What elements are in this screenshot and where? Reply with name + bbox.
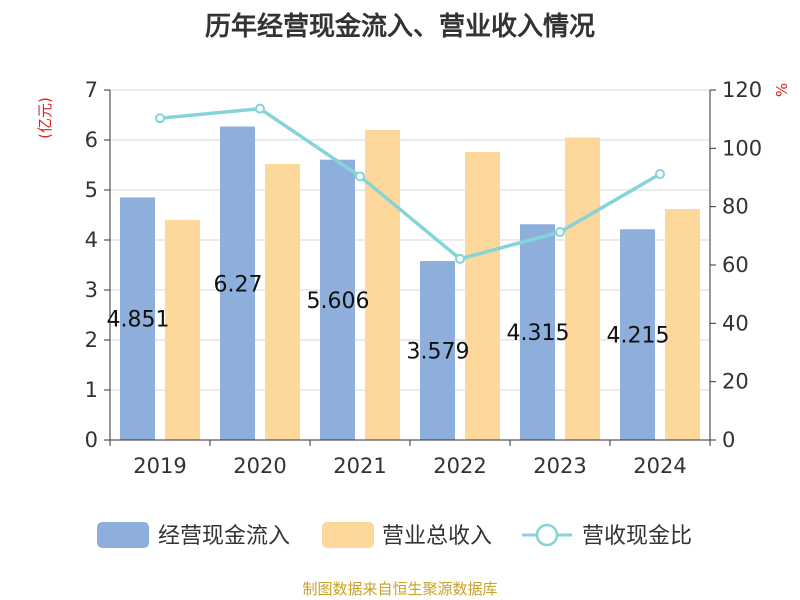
axes: 0 1 2 3 4 5 6 7 0 20 40 60 80 100 120 (亿元)% 2019 2020 2021… xyxy=(36,78,791,478)
bar-cash-inflow xyxy=(520,224,555,440)
data-label-cash-inflow: 4.315 xyxy=(507,321,570,346)
bars xyxy=(120,126,700,440)
x-tick-label: 2022 xyxy=(433,454,486,478)
bar-cash-inflow xyxy=(120,197,155,440)
ratio-point xyxy=(255,103,265,114)
y-right-unit: % xyxy=(773,83,791,97)
x-tick-label: 2020 xyxy=(233,454,286,478)
data-label-cash-inflow: 4.851 xyxy=(107,308,170,333)
bar-cash-inflow xyxy=(320,159,355,440)
bar-cash-inflow xyxy=(220,126,255,440)
bar-revenue xyxy=(265,164,300,440)
y-left-tick-label: 4 xyxy=(85,228,98,252)
data-label-cash-inflow: 5.606 xyxy=(307,289,370,314)
y-right-tick-label: 80 xyxy=(722,195,749,219)
x-tick-label: 2023 xyxy=(533,454,586,478)
bar-revenue xyxy=(465,152,500,440)
ratio-point xyxy=(555,227,565,238)
ratio-line xyxy=(155,103,665,264)
x-tick-label: 2019 xyxy=(133,454,186,478)
data-label-cash-inflow: 3.579 xyxy=(407,340,470,365)
ratio-point xyxy=(355,171,365,182)
y-left-tick-label: 0 xyxy=(85,428,98,452)
bar-revenue xyxy=(565,137,600,440)
legend-label-ratio: 营收现金比 xyxy=(582,524,692,549)
y-right-tick-label: 0 xyxy=(722,428,735,452)
data-labels: 4.851 6.27 5.606 3.579 4.315 4.215 xyxy=(107,272,670,364)
bar-revenue xyxy=(365,130,400,440)
y-left-tick-label: 1 xyxy=(85,378,98,402)
legend-label-revenue: 营业总收入 xyxy=(382,524,492,549)
y-left-tick-label: 2 xyxy=(85,328,98,352)
legend-label-cash-inflow: 经营现金流入 xyxy=(158,524,290,549)
data-label-cash-inflow: 6.27 xyxy=(214,272,263,297)
bar-revenue xyxy=(165,220,200,440)
ratio-line-path xyxy=(159,106,661,261)
x-tick-label: 2024 xyxy=(633,454,686,478)
y-left-tick-label: 3 xyxy=(85,278,98,302)
y-left-tick-label: 6 xyxy=(85,128,98,152)
data-label-cash-inflow: 4.215 xyxy=(607,324,670,349)
y-left-tick-label: 5 xyxy=(85,178,98,202)
y-right-tick-label: 100 xyxy=(722,136,762,160)
ratio-point xyxy=(655,169,665,179)
bar-cash-inflow xyxy=(420,261,455,440)
legend-swatch-revenue xyxy=(322,522,374,548)
y-right-tick-label: 120 xyxy=(722,78,762,102)
legend: 经营现金流入 营业总收入 营收现金比 xyxy=(97,522,692,549)
chart-title: 历年经营现金流入、营业收入情况 xyxy=(204,12,595,42)
legend-swatch-ratio-marker xyxy=(535,523,559,547)
y-right-tick-label: 20 xyxy=(722,370,749,394)
y-right-tick-label: 60 xyxy=(722,253,749,277)
x-tick-label: 2021 xyxy=(333,454,386,478)
legend-swatch-cash-inflow xyxy=(97,522,149,548)
y-right-tick-label: 40 xyxy=(722,311,749,335)
ratio-point xyxy=(455,253,465,264)
ratio-point xyxy=(155,113,165,124)
bar-revenue xyxy=(665,209,700,440)
y-left-tick-label: 7 xyxy=(85,78,98,102)
y-left-unit: (亿元) xyxy=(36,97,54,139)
bar-cash-inflow xyxy=(620,229,655,440)
source-note: 制图数据来自恒生聚源数据库 xyxy=(302,580,498,598)
